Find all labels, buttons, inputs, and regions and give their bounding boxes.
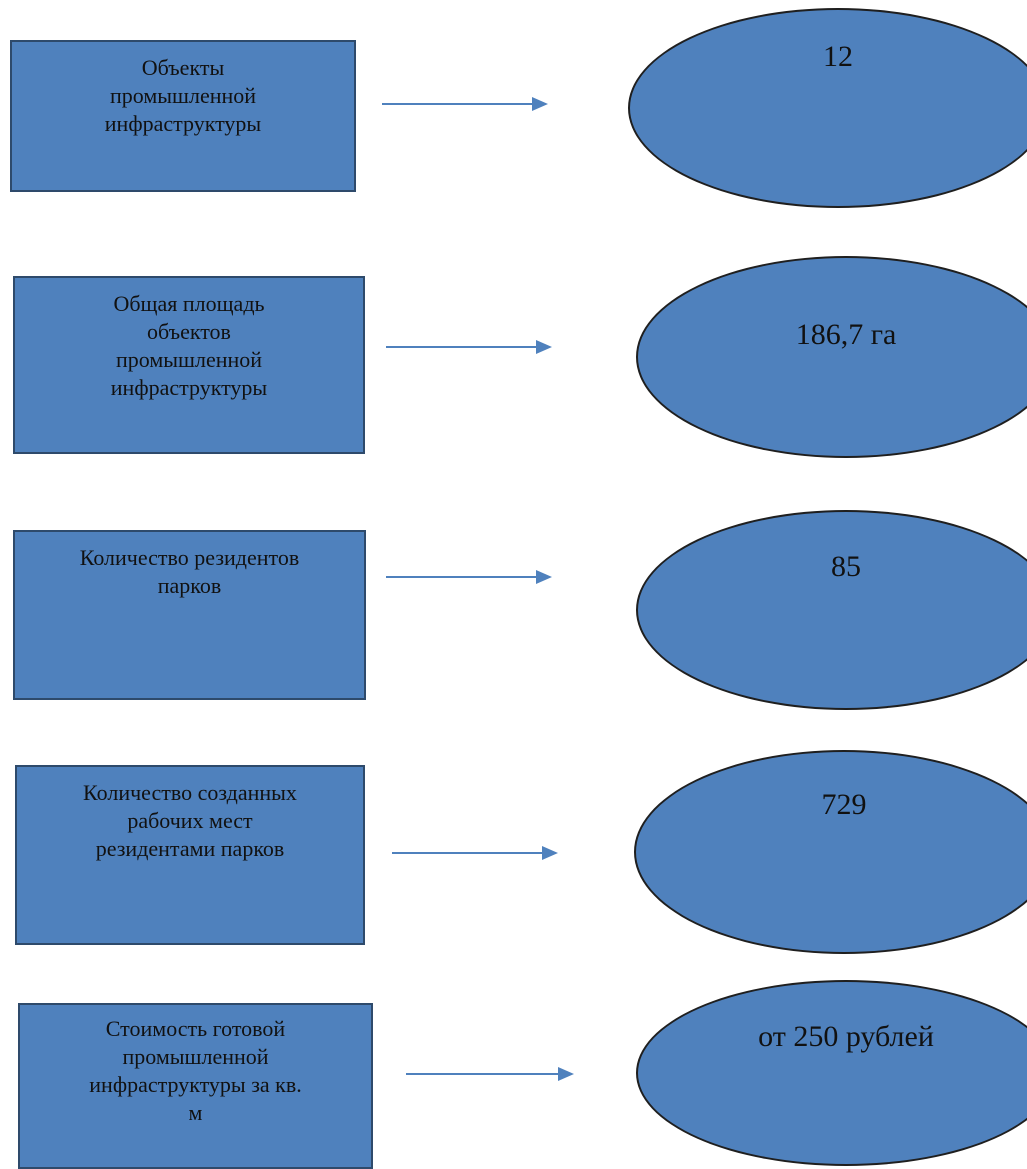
- arrow-connector: [406, 1067, 574, 1081]
- box-label-line: парков: [157, 573, 222, 598]
- box-label-line: промышленной: [115, 347, 263, 372]
- value-oval-infrastructure-cost: от 250 рублей: [636, 980, 1027, 1166]
- arrow-connector: [386, 340, 552, 354]
- box-label-line: инфраструктуры за кв.: [89, 1072, 302, 1097]
- indicator-box-total-area: Общая площадь объектов промышленной инфр…: [13, 276, 365, 454]
- value-oval-industrial-objects: 12: [628, 8, 1027, 208]
- arrow-connector: [382, 97, 548, 111]
- box-label-line: объектов: [147, 319, 231, 344]
- box-label-line: Количество резидентов: [79, 545, 300, 570]
- box-label-line: м: [188, 1100, 203, 1125]
- arrow-connector: [392, 846, 558, 860]
- box-label-line: Объекты: [141, 55, 225, 80]
- box-label-line: промышленной: [122, 1044, 269, 1069]
- value-oval-jobs-created: 729: [634, 750, 1027, 954]
- value-text: 12: [823, 40, 853, 73]
- value-text: от 250 рублей: [758, 1020, 934, 1053]
- box-label-line: инфраструктуры: [110, 375, 268, 400]
- indicator-box-jobs-created: Количество созданных рабочих мест резиде…: [15, 765, 365, 945]
- box-label-line: промышленной: [109, 83, 257, 108]
- box-label-line: резидентами парков: [95, 836, 285, 861]
- box-label-line: рабочих мест: [127, 808, 253, 833]
- box-label-line: Стоимость готовой: [105, 1016, 286, 1041]
- indicator-box-industrial-objects: Объекты промышленной инфраструктуры: [10, 40, 356, 192]
- value-oval-residents: 85: [636, 510, 1027, 710]
- value-text: 729: [821, 788, 867, 821]
- box-label-line: Общая площадь: [113, 291, 265, 316]
- indicator-box-residents: Количество резидентов парков: [13, 530, 366, 700]
- arrow-connector: [386, 570, 552, 584]
- box-label-line: инфраструктуры: [104, 111, 262, 136]
- value-oval-total-area: 186,7 га: [636, 256, 1027, 458]
- indicator-box-infrastructure-cost: Стоимость готовой промышленной инфрастру…: [18, 1003, 373, 1169]
- box-label-line: Количество созданных: [83, 780, 297, 805]
- value-text: 186,7 га: [795, 318, 897, 351]
- value-text: 85: [831, 550, 861, 583]
